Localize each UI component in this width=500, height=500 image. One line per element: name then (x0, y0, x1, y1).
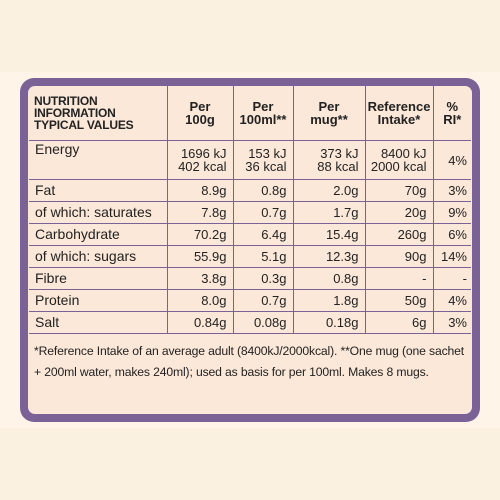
nutrient-row: of which: sugars 55.9g 5.1g 12.3g 90g 14% (29, 245, 471, 268)
row-label: Salt (29, 311, 168, 334)
value-percent-ri: 3% (432, 179, 471, 202)
nutrition-table: NUTRITION INFORMATION TYPICAL VALUES Per… (29, 86, 471, 334)
energy-reference-intake: 8400 kJ 2000 kcal (364, 140, 434, 180)
header-per-100g: Per 100g (166, 86, 234, 141)
row-label: Fat (29, 179, 168, 202)
value-per-mug: 15.4g (292, 223, 366, 246)
value-reference-intake: 50g (364, 289, 434, 312)
nutrient-row: Carbohydrate 70.2g 6.4g 15.4g 260g 6% (29, 223, 471, 246)
value-reference-intake: 260g (364, 223, 434, 246)
value-per-mug: 0.18g (292, 311, 366, 334)
header-row: NUTRITION INFORMATION TYPICAL VALUES Per… (29, 86, 471, 141)
value-reference-intake: 20g (364, 201, 434, 224)
row-label: Energy (29, 140, 168, 180)
nutrient-row: Fat 8.9g 0.8g 2.0g 70g 3% (29, 179, 471, 202)
value-reference-intake: 6g (364, 311, 434, 334)
value-per-100g: 8.9g (166, 179, 234, 202)
value-per-100ml: 6.4g (232, 223, 294, 246)
value-per-100ml: 0.08g (232, 311, 294, 334)
value-per-100ml: 5.1g (232, 245, 294, 268)
value-reference-intake: 90g (364, 245, 434, 268)
energy-per-100ml: 153 kJ 36 kcal (232, 140, 294, 180)
row-label: Protein (29, 289, 168, 312)
value-per-100g: 8.0g (166, 289, 234, 312)
energy-per-100g: 1696 kJ 402 kcal (166, 140, 234, 180)
value-per-100g: 7.8g (166, 201, 234, 224)
nutrient-row: of which: saturates 7.8g 0.7g 1.7g 20g 9% (29, 201, 471, 224)
row-label: of which: sugars (29, 245, 168, 268)
value-per-100g: 3.8g (166, 267, 234, 290)
value-per-100g: 0.84g (166, 311, 234, 334)
value-percent-ri: 3% (432, 311, 471, 334)
energy-percent-ri: 4% (432, 140, 471, 180)
header-percent-ri: % RI* (432, 86, 471, 141)
value-per-100g: 70.2g (166, 223, 234, 246)
header-per-100ml: Per 100ml** (232, 86, 294, 141)
value-reference-intake: - (364, 267, 434, 290)
row-label: Fibre (29, 267, 168, 290)
value-per-100ml: 0.3g (232, 267, 294, 290)
value-percent-ri: 6% (432, 223, 471, 246)
footnote: *Reference Intake of an average adult (8… (34, 344, 465, 379)
value-per-100g: 55.9g (166, 245, 234, 268)
nutrient-row: Protein 8.0g 0.7g 1.8g 50g 4% (29, 289, 471, 312)
nutrition-label: NUTRITION INFORMATION TYPICAL VALUES Per… (28, 86, 472, 414)
value-percent-ri: 9% (432, 201, 471, 224)
value-reference-intake: 70g (364, 179, 434, 202)
value-per-100ml: 0.8g (232, 179, 294, 202)
header-per-mug: Per mug** (292, 86, 366, 141)
row-label: Carbohydrate (29, 223, 168, 246)
value-per-mug: 2.0g (292, 179, 366, 202)
row-label: of which: saturates (29, 201, 168, 224)
value-per-mug: 0.8g (292, 267, 366, 290)
value-per-100ml: 0.7g (232, 201, 294, 224)
energy-per-mug: 373 kJ 88 kcal (292, 140, 366, 180)
nutrient-row: Fibre 3.8g 0.3g 0.8g - - (29, 267, 471, 290)
value-percent-ri: - (432, 267, 471, 290)
header-title: NUTRITION INFORMATION TYPICAL VALUES (29, 86, 168, 141)
value-per-100ml: 0.7g (232, 289, 294, 312)
value-per-mug: 12.3g (292, 245, 366, 268)
value-percent-ri: 4% (432, 289, 471, 312)
nutrient-row: Salt 0.84g 0.08g 0.18g 6g 3% (29, 311, 471, 334)
energy-row: Energy 1696 kJ 402 kcal 153 kJ 36 kcal 3… (29, 140, 471, 180)
header-reference-intake: Reference Intake* (364, 86, 434, 141)
value-per-mug: 1.7g (292, 201, 366, 224)
value-percent-ri: 14% (432, 245, 471, 268)
value-per-mug: 1.8g (292, 289, 366, 312)
